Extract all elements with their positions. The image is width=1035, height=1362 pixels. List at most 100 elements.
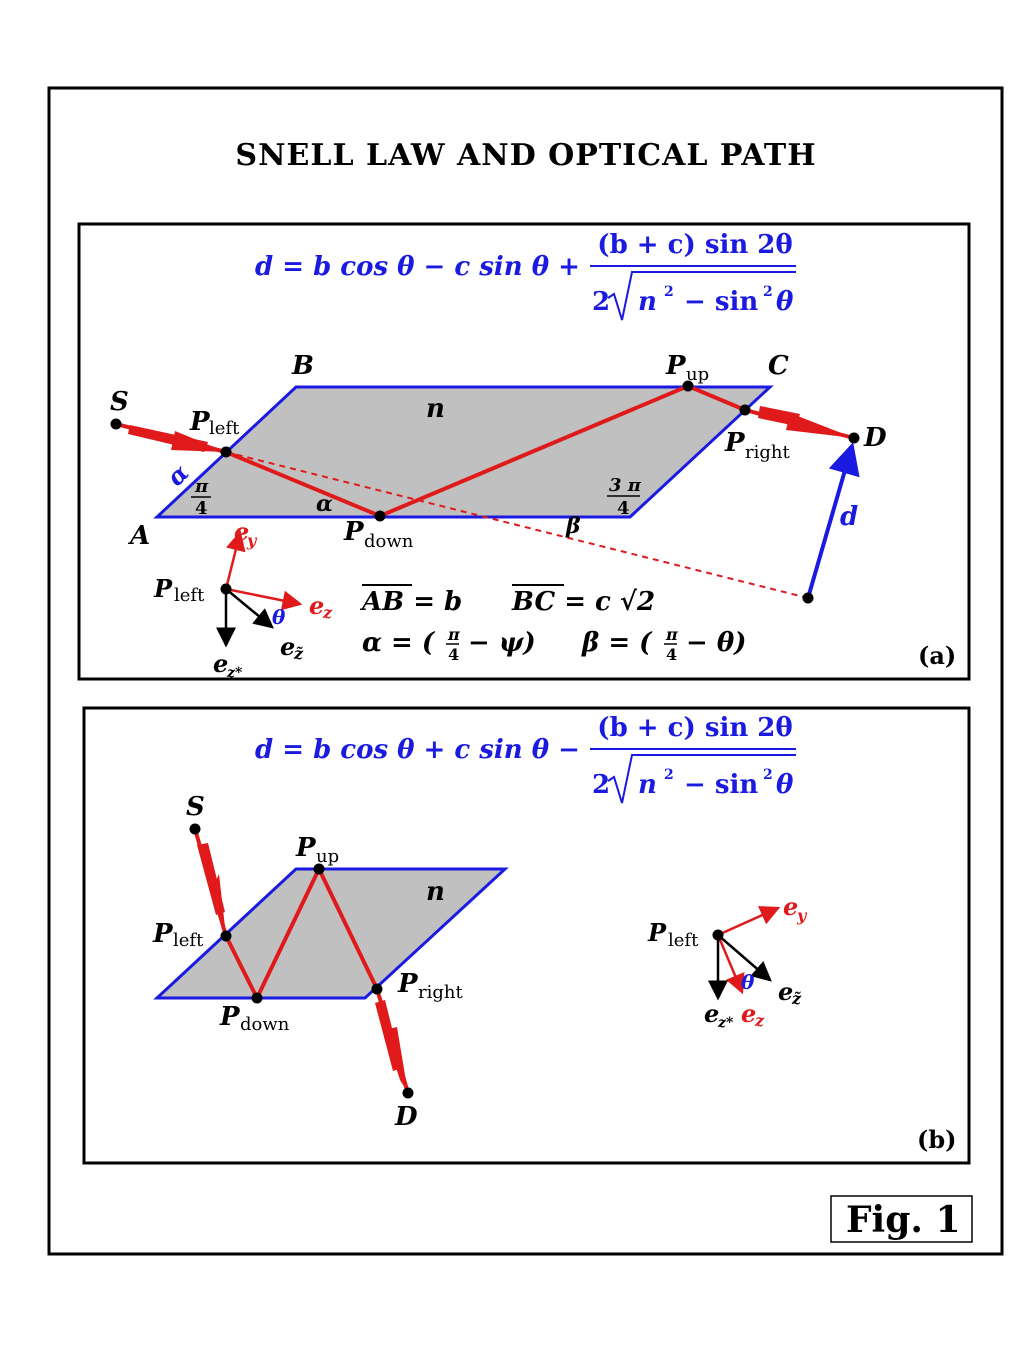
label-P-down-b: P <box>219 1002 241 1032</box>
relation-alpha-tail: − ψ) <box>468 628 536 658</box>
angle-3pi-4-num: 3 π <box>609 475 642 496</box>
panel-a-label: (a) <box>918 641 956 670</box>
formula-b-den-minus-sin: − sin <box>684 770 758 800</box>
label-S-a: S <box>110 387 129 417</box>
formula-b-den-n-sq: 2 <box>664 767 674 783</box>
basis-b-etilde-sub: z̃ <box>791 989 802 1008</box>
relation-alpha-four: 4 <box>448 645 459 664</box>
panel-a-frame <box>77 222 971 681</box>
basis-a-theta: θ <box>272 605 286 629</box>
formula-a-den-n-sq: 2 <box>664 284 674 300</box>
point-S-a <box>110 418 122 430</box>
angle-alpha-label: α <box>316 491 333 517</box>
angle-beta-label: β <box>565 513 581 539</box>
panel-b-formula: d = b cos θ + c sin θ − (b + c) sin 2θ 2… <box>255 713 796 804</box>
basis-b-ez-arrow <box>716 934 745 995</box>
label-P-left-b: P <box>152 919 174 949</box>
basis-a-origin <box>220 583 232 595</box>
outgoing-arrowtip-a <box>786 413 854 438</box>
basis-b-P-sub: left <box>668 930 699 951</box>
basis-a-ey-arrow <box>224 530 246 590</box>
outer-frame <box>47 86 1004 1256</box>
basis-b-etilde-arrow <box>717 934 772 982</box>
panel-a-formula: d = b cos θ − c sin θ + (b + c) sin 2θ 2… <box>255 230 796 321</box>
figure-label: Fig. 1 <box>846 1199 961 1241</box>
formula-a-den-coef: 2 <box>592 287 610 317</box>
basis-a-ezstar-sub: z* <box>226 665 243 681</box>
label-n-b: n <box>426 877 445 907</box>
label-P-left-a-sub: left <box>209 418 240 439</box>
basis-b-ey-e: e <box>783 892 798 921</box>
basis-a-ez-arrow <box>225 587 303 611</box>
label-P-up-b: P <box>295 833 317 863</box>
formula-b-sqrt-sign <box>607 754 796 804</box>
point-P-down-a <box>374 510 386 522</box>
formula-a-lhs: d = b cos θ − c sin θ + <box>255 252 580 282</box>
label-P-right-b-sub: right <box>418 982 463 1003</box>
figure-label-box <box>830 1195 973 1243</box>
slab-a <box>153 385 774 519</box>
formula-a-sqrt-sign <box>607 271 796 321</box>
incident-arrowtip-a <box>171 431 226 452</box>
point-P-left-b <box>220 930 232 942</box>
incident-arrowtip-b <box>205 870 226 936</box>
basis-b-origin <box>712 929 724 941</box>
formula-a-den-n: n <box>638 287 657 317</box>
label-B: B <box>291 351 314 381</box>
relation-beta: β = ( <box>581 628 653 658</box>
label-P-up-a: P <box>665 351 687 381</box>
basis-a-P: P <box>153 574 173 603</box>
label-n-a: n <box>426 394 445 424</box>
basis-a-ez-e: e <box>309 591 324 620</box>
distance-d-label: d <box>840 502 858 532</box>
angle-3pi-4-den: 4 <box>617 498 630 519</box>
point-D-a <box>848 432 860 444</box>
point-P-right-a <box>739 404 751 416</box>
label-P-right-a: P <box>724 428 746 458</box>
basis-a-etilde-e: e <box>280 632 295 661</box>
point-D-b <box>402 1087 414 1099</box>
point-P-up-a <box>682 380 694 392</box>
label-S-b: S <box>186 792 205 822</box>
formula-b-lhs: d = b cos θ + c sin θ − <box>255 735 580 765</box>
label-D-b: D <box>394 1102 418 1132</box>
basis-b-ezstar-e: e <box>704 999 719 1028</box>
relation-alpha: α = ( <box>362 628 436 658</box>
point-foot-a <box>802 592 814 604</box>
figure-title: SNELL LAW AND OPTICAL PATH <box>235 138 816 173</box>
point-P-down-b <box>251 992 263 1004</box>
label-P-left-a: P <box>189 407 211 437</box>
formula-a-den-minus-sin: − sin <box>684 287 758 317</box>
basis-a-ezstar-e: e <box>213 649 228 678</box>
relation-beta-tail: − θ) <box>686 628 746 658</box>
basis-b-ez-e: e <box>741 999 756 1028</box>
label-C: C <box>768 351 789 381</box>
basis-b-ey-sub: y <box>796 906 808 925</box>
formula-a-numerator: (b + c) sin 2θ <box>597 230 792 260</box>
basis-b-ez-sub: z <box>754 1011 765 1030</box>
label-P-left-b-sub: left <box>173 930 204 951</box>
relation-bc: BC = c √2 <box>511 587 655 617</box>
formula-a-den-theta: θ <box>776 287 794 317</box>
formula-b-den-theta: θ <box>776 770 794 800</box>
dashed-reference-line <box>225 451 809 599</box>
basis-b-theta: θ <box>741 970 755 994</box>
slab-b <box>153 867 509 1000</box>
label-P-down-a: P <box>343 517 365 547</box>
point-P-right-b <box>371 983 383 995</box>
basis-a-ey-sub: y <box>246 531 258 550</box>
basis-a <box>216 530 303 648</box>
label-P-right-a-sub: right <box>745 442 790 463</box>
basis-a-P-sub: left <box>174 585 205 606</box>
point-S-b <box>189 823 201 835</box>
formula-b-numerator: (b + c) sin 2θ <box>597 713 792 743</box>
internal-path-a <box>225 383 746 519</box>
relation-beta-pi: π <box>665 625 678 644</box>
label-A: A <box>127 521 150 551</box>
label-P-up-b-sub: up <box>316 846 339 867</box>
formula-a-den-sin-sq: 2 <box>763 284 773 300</box>
basis-a-etilde-arrow <box>225 588 274 629</box>
angle-pi-4-den: 4 <box>195 498 208 519</box>
relation-beta-four: 4 <box>666 645 677 664</box>
